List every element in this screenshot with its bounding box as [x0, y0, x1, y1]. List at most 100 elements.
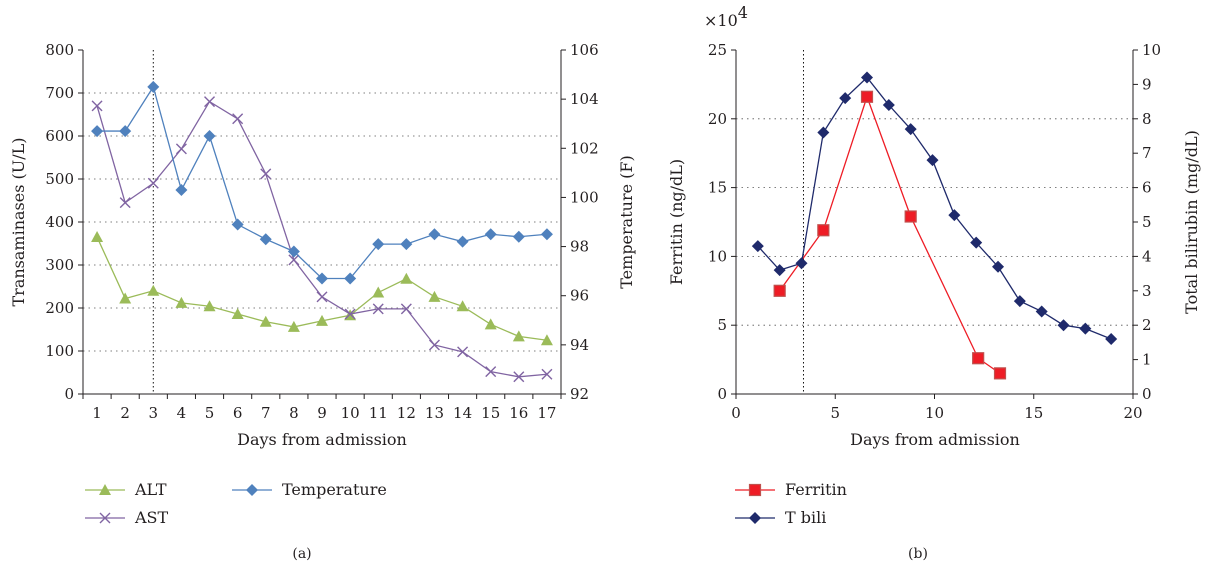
b-point-t-bili — [1105, 332, 1118, 345]
b-point-t-bili — [817, 126, 830, 139]
b-point-t-bili — [861, 71, 874, 84]
b-legend-marker-ferritin — [748, 483, 762, 497]
a-xtick-label: 9 — [317, 404, 327, 422]
b-point-ferritin — [773, 284, 786, 297]
a-point-alt — [203, 300, 216, 312]
a-point-temperature — [512, 230, 525, 243]
panel-b-multiplier-base: ×10 — [704, 11, 738, 30]
b-ytick-label: 25 — [708, 41, 727, 59]
b-legend-label-ferritin: Ferritin — [785, 480, 847, 499]
b-y2tick-label: 1 — [1142, 351, 1152, 369]
b-y2tick-label: 2 — [1142, 316, 1152, 334]
a-point-alt — [512, 330, 525, 342]
b-legend-item-t-bili: T bili — [735, 508, 826, 527]
a-ytick-label: 400 — [45, 213, 74, 231]
panel-a-y2label: Temperature (F) — [617, 155, 636, 289]
b-point-ferritin — [993, 367, 1007, 380]
a-point-alt — [231, 308, 244, 320]
a-point-temperature — [259, 233, 272, 246]
a-point-ast — [175, 143, 187, 155]
b-ytick-label: 20 — [708, 110, 727, 128]
b-y2tick-label: 6 — [1142, 179, 1152, 197]
b-y2tick-label: 3 — [1142, 282, 1152, 300]
a-xtick-label: 10 — [341, 404, 360, 422]
a-point-temperature — [175, 184, 188, 197]
a-point-temperature — [316, 272, 328, 285]
a-point-ast — [316, 291, 328, 303]
a-xtick-label: 6 — [233, 404, 243, 422]
b-line-t-bili — [757, 76, 1112, 340]
a-y2tick-label: 92 — [570, 385, 589, 403]
legend-a: ALT AST Temperature — [85, 480, 387, 527]
a-xtick-label: 13 — [425, 404, 444, 422]
a-legend-marker-ast — [99, 512, 111, 524]
a-point-alt — [400, 272, 413, 284]
panel-a-xlabel: Days from admission — [237, 430, 407, 449]
a-xtick-label: 12 — [397, 404, 416, 422]
panel-b-xlabel: Days from admission — [850, 430, 1020, 449]
b-point-t-bili — [1035, 305, 1048, 318]
a-xtick-label: 7 — [261, 404, 271, 422]
b-xtick-label: 0 — [731, 404, 741, 422]
a-point-alt — [540, 334, 553, 346]
b-point-t-bili — [882, 99, 895, 112]
b-point-ferritin — [904, 210, 917, 223]
a-point-ast — [400, 303, 412, 315]
a-line-ast — [96, 100, 548, 378]
b-ytick-label: 5 — [717, 316, 727, 334]
a-point-alt — [456, 300, 469, 312]
a-legend-item-ast: AST — [85, 508, 169, 527]
a-point-alt — [91, 231, 104, 243]
a-point-ast — [204, 96, 216, 108]
b-point-ferritin — [972, 352, 985, 365]
a-point-ast — [457, 346, 469, 358]
a-line-temperature — [97, 85, 547, 280]
b-y2tick-label: 0 — [1142, 385, 1152, 403]
a-point-alt — [147, 284, 160, 296]
b-series-t-bili — [751, 71, 1118, 345]
b-legend-label-t-bili: T bili — [785, 508, 826, 527]
a-legend-label-alt: ALT — [134, 480, 167, 499]
b-xtick-label: 15 — [1024, 404, 1043, 422]
panel-b-multiplier-exponent: 4 — [738, 3, 748, 22]
b-point-ferritin — [817, 224, 830, 237]
a-legend-label-ast: AST — [134, 508, 169, 527]
b-point-t-bili — [926, 154, 939, 167]
b-ytick-label: 15 — [708, 179, 727, 197]
a-point-ast — [372, 303, 384, 315]
a-y2tick-label: 100 — [570, 188, 599, 206]
a-series-alt — [91, 231, 553, 346]
a-point-ast — [119, 197, 131, 209]
a-y2tick-label: 98 — [570, 238, 589, 256]
b-y2tick-label: 7 — [1142, 144, 1152, 162]
b-point-t-bili — [948, 209, 961, 222]
a-point-temperature — [231, 218, 244, 231]
b-y2tick-label: 10 — [1142, 41, 1161, 59]
a-point-ast — [147, 177, 159, 189]
a-point-temperature — [119, 125, 132, 138]
a-point-temperature — [540, 228, 553, 241]
b-y2tick-label: 9 — [1142, 75, 1152, 93]
b-point-t-bili — [795, 257, 808, 270]
a-point-temperature — [287, 245, 300, 258]
a-point-temperature — [147, 80, 160, 93]
b-point-t-bili — [839, 92, 852, 105]
a-point-alt — [372, 286, 385, 298]
a-ytick-label: 600 — [45, 127, 74, 145]
a-point-ast — [485, 366, 497, 378]
a-xtick-label: 2 — [120, 404, 130, 422]
legend-b: Ferritin T bili — [735, 480, 847, 527]
panel-b-ylabel: Ferritin (ng/dL) — [667, 159, 686, 285]
b-y2tick-label: 5 — [1142, 213, 1152, 231]
chart-a-plot: 0100200300400500600700800929496981001021… — [45, 41, 598, 422]
a-point-alt — [175, 296, 188, 308]
b-point-t-bili — [773, 264, 786, 277]
a-ytick-label: 100 — [45, 342, 74, 360]
a-y2tick-label: 106 — [570, 41, 599, 59]
b-y2tick-label: 8 — [1142, 110, 1152, 128]
a-point-temperature — [344, 272, 357, 285]
b-ytick-label: 10 — [708, 247, 727, 265]
a-point-alt — [316, 314, 328, 326]
b-xtick-label: 20 — [1123, 404, 1142, 422]
